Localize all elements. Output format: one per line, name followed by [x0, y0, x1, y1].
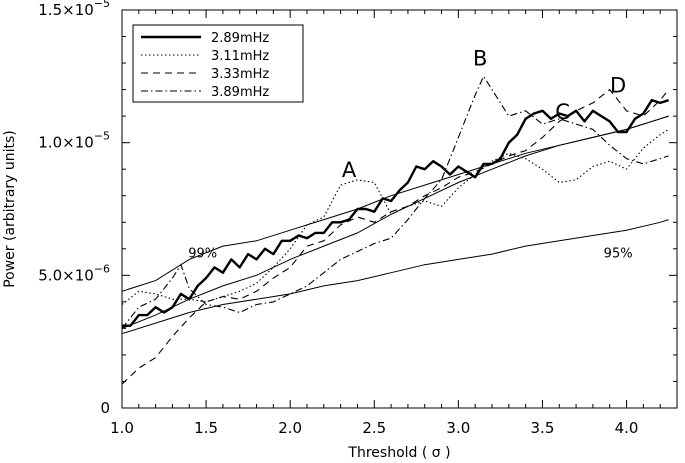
plot-area: 99% 95% A B C D — [121, 47, 670, 385]
peak-annotation-D: D — [610, 73, 626, 97]
x-tick-label: 3.0 — [446, 419, 470, 437]
plot-frame — [121, 9, 678, 409]
y-tick-label: 1.5×10−5 — [38, 0, 110, 19]
legend-label: 3.11mHz — [211, 49, 269, 64]
legend: 2.89mHz 3.11mHz 3.33mHz 3.89mHz — [132, 24, 304, 103]
y-tick-mantissa: 5.0×10 — [38, 266, 94, 284]
series-line-3.11mHz — [121, 128, 669, 305]
x-tick-label: 3.5 — [531, 419, 555, 437]
peak-annotation-C: C — [555, 100, 570, 124]
legend-label: 3.33mHz — [211, 67, 269, 82]
significance-line-95pct — [121, 219, 669, 335]
y-tick-label: 0 — [100, 399, 110, 417]
x-tick-label: 1.5 — [194, 419, 218, 437]
y-tick-label: 5.0×10−6 — [38, 262, 110, 284]
legend-label: 2.89mHz — [211, 31, 269, 46]
y-tick-mantissa: 1.0×10 — [38, 134, 94, 152]
x-axis-label: Threshold ( σ ) — [347, 445, 450, 461]
significance-label: 95% — [604, 246, 633, 261]
x-tick-label: 1.0 — [110, 419, 134, 437]
x-tick-label: 2.0 — [278, 419, 302, 437]
legend-label: 3.89mHz — [211, 85, 269, 100]
significance-label: 99% — [188, 246, 217, 261]
y-tick-mantissa: 1.5×10 — [38, 1, 94, 19]
y-tick-exponent: −5 — [94, 130, 110, 143]
series-line-2.89mHz — [122, 98, 669, 327]
series-line-3.89mHz — [121, 75, 669, 329]
peak-annotation-B: B — [473, 47, 487, 71]
y-tick-exponent: −5 — [94, 0, 110, 10]
y-axis-label: Power (arbitrary units) — [2, 130, 18, 288]
y-tick-mantissa: 0 — [100, 399, 110, 417]
significance-line-unlabeled — [121, 115, 669, 329]
y-tick-label: 1.0×10−5 — [38, 130, 110, 152]
y-tick-exponent: −6 — [94, 262, 110, 275]
significance-line-99pct — [121, 115, 669, 292]
x-tick-label: 4.0 — [615, 419, 639, 437]
peak-annotation-A: A — [342, 158, 357, 182]
x-tick-label: 2.5 — [362, 419, 386, 437]
